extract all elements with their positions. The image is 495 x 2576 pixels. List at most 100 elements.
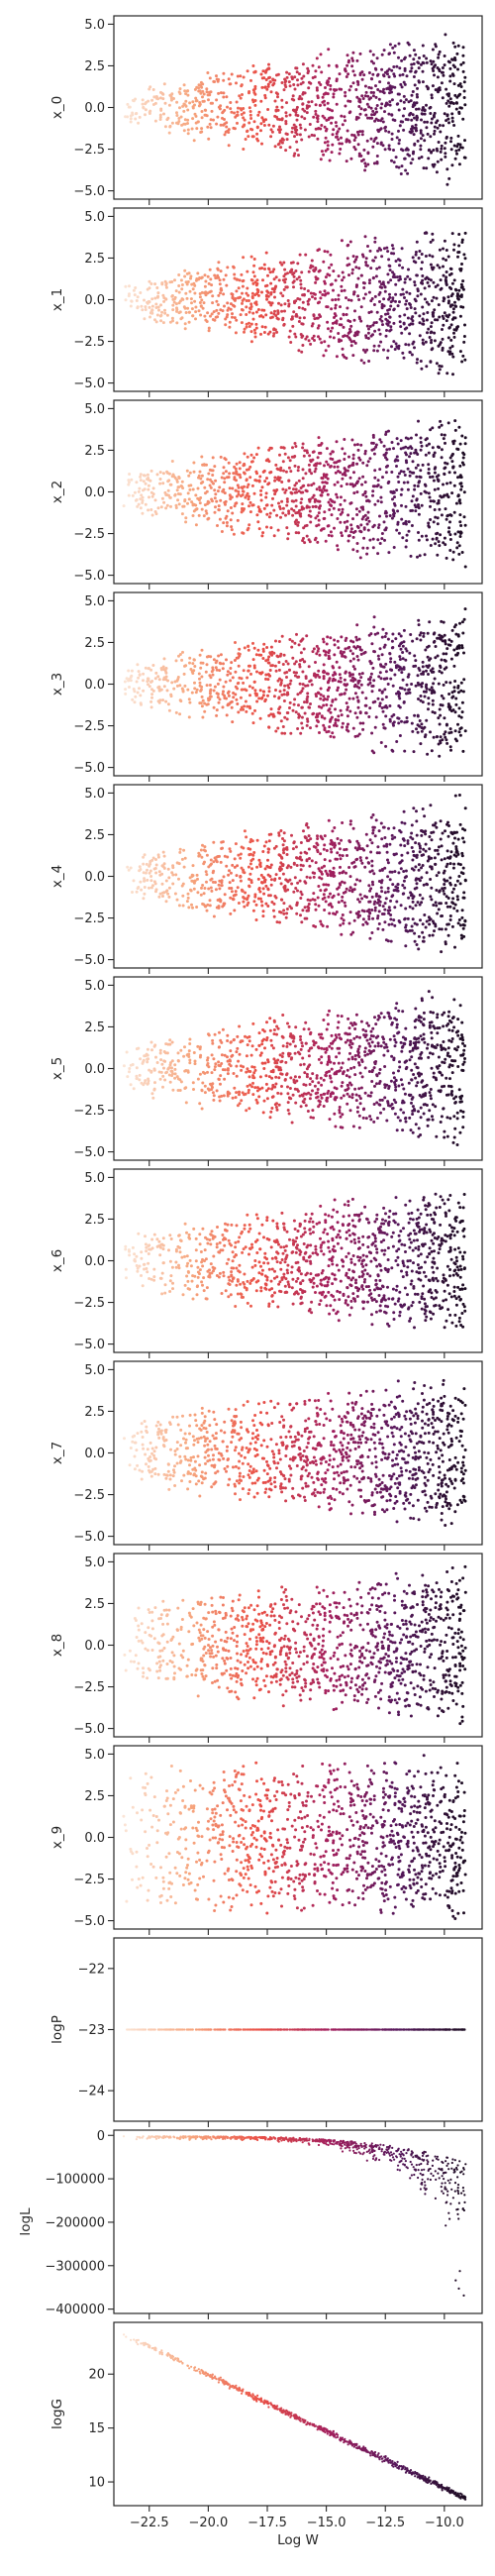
data-point bbox=[371, 666, 375, 670]
data-point bbox=[356, 116, 360, 120]
data-point bbox=[334, 717, 338, 721]
data-point bbox=[177, 502, 181, 506]
data-point bbox=[310, 483, 314, 487]
data-point bbox=[266, 458, 270, 462]
data-point bbox=[443, 311, 446, 315]
data-point bbox=[306, 695, 310, 698]
data-point bbox=[450, 696, 454, 699]
data-point bbox=[262, 642, 266, 646]
data-point bbox=[325, 460, 329, 464]
data-point bbox=[165, 689, 169, 693]
data-point bbox=[233, 659, 237, 662]
data-point bbox=[375, 267, 379, 270]
data-point bbox=[429, 240, 433, 244]
data-point bbox=[428, 442, 431, 446]
data-point bbox=[345, 728, 348, 732]
data-point bbox=[333, 465, 337, 469]
data-point bbox=[451, 310, 455, 314]
data-point bbox=[336, 639, 340, 643]
data-point bbox=[364, 832, 368, 836]
data-point bbox=[150, 494, 154, 498]
data-point bbox=[351, 726, 355, 730]
data-point bbox=[459, 482, 463, 485]
data-point bbox=[432, 295, 436, 299]
data-point bbox=[409, 509, 413, 512]
data-point bbox=[415, 433, 418, 437]
data-point bbox=[301, 683, 305, 687]
data-point bbox=[151, 689, 155, 693]
data-point bbox=[397, 481, 401, 483]
data-point bbox=[236, 110, 240, 114]
data-point bbox=[363, 84, 367, 88]
data-point bbox=[248, 872, 252, 876]
data-point bbox=[177, 485, 181, 489]
data-point bbox=[368, 249, 372, 253]
data-point bbox=[355, 79, 359, 83]
data-point bbox=[441, 914, 444, 917]
data-point bbox=[405, 461, 409, 465]
data-point bbox=[308, 899, 312, 903]
data-point bbox=[325, 488, 329, 492]
data-point bbox=[393, 660, 397, 664]
data-point bbox=[242, 900, 246, 904]
data-point bbox=[234, 331, 238, 335]
data-point bbox=[217, 311, 221, 315]
data-point bbox=[195, 127, 199, 131]
data-point bbox=[215, 308, 219, 312]
data-point bbox=[315, 695, 318, 698]
data-point bbox=[351, 255, 355, 259]
data-point bbox=[457, 552, 461, 556]
data-point bbox=[444, 155, 447, 159]
data-point bbox=[229, 896, 233, 900]
data-point bbox=[238, 461, 242, 465]
data-point bbox=[320, 70, 324, 74]
data-point bbox=[182, 83, 186, 87]
data-point bbox=[309, 459, 313, 463]
data-point bbox=[291, 261, 295, 265]
data-point bbox=[433, 125, 437, 129]
data-point bbox=[318, 290, 322, 294]
data-point bbox=[384, 465, 388, 469]
data-point bbox=[373, 66, 377, 70]
data-point bbox=[257, 507, 261, 511]
data-point bbox=[197, 474, 201, 478]
data-point bbox=[147, 477, 150, 480]
data-point bbox=[339, 650, 343, 654]
data-point bbox=[360, 483, 364, 486]
data-point bbox=[149, 699, 153, 703]
data-point bbox=[263, 480, 267, 483]
data-point bbox=[403, 821, 407, 825]
data-point bbox=[455, 739, 458, 743]
data-point bbox=[217, 91, 221, 95]
data-point bbox=[356, 705, 360, 709]
data-point bbox=[282, 653, 286, 657]
data-point bbox=[168, 124, 172, 128]
data-point bbox=[317, 269, 321, 273]
data-point bbox=[272, 268, 276, 271]
data-point bbox=[293, 464, 297, 468]
data-point bbox=[286, 532, 290, 536]
data-point bbox=[340, 713, 344, 717]
data-point bbox=[308, 499, 312, 503]
data-point bbox=[428, 847, 432, 851]
data-point bbox=[323, 698, 327, 700]
data-point bbox=[148, 479, 152, 483]
data-point bbox=[346, 264, 349, 268]
data-point bbox=[408, 691, 412, 695]
data-point bbox=[350, 56, 354, 60]
data-point bbox=[459, 295, 463, 298]
data-point bbox=[190, 879, 194, 883]
data-point bbox=[263, 70, 267, 74]
data-point bbox=[326, 291, 330, 295]
data-point bbox=[400, 247, 404, 251]
data-point bbox=[282, 446, 286, 450]
data-point bbox=[446, 495, 450, 499]
data-point bbox=[459, 62, 463, 66]
data-point bbox=[219, 653, 223, 657]
data-point bbox=[454, 623, 457, 627]
data-point bbox=[407, 343, 411, 347]
data-point bbox=[291, 126, 294, 130]
data-point bbox=[406, 316, 410, 320]
data-point bbox=[162, 657, 166, 661]
data-point bbox=[412, 62, 416, 65]
